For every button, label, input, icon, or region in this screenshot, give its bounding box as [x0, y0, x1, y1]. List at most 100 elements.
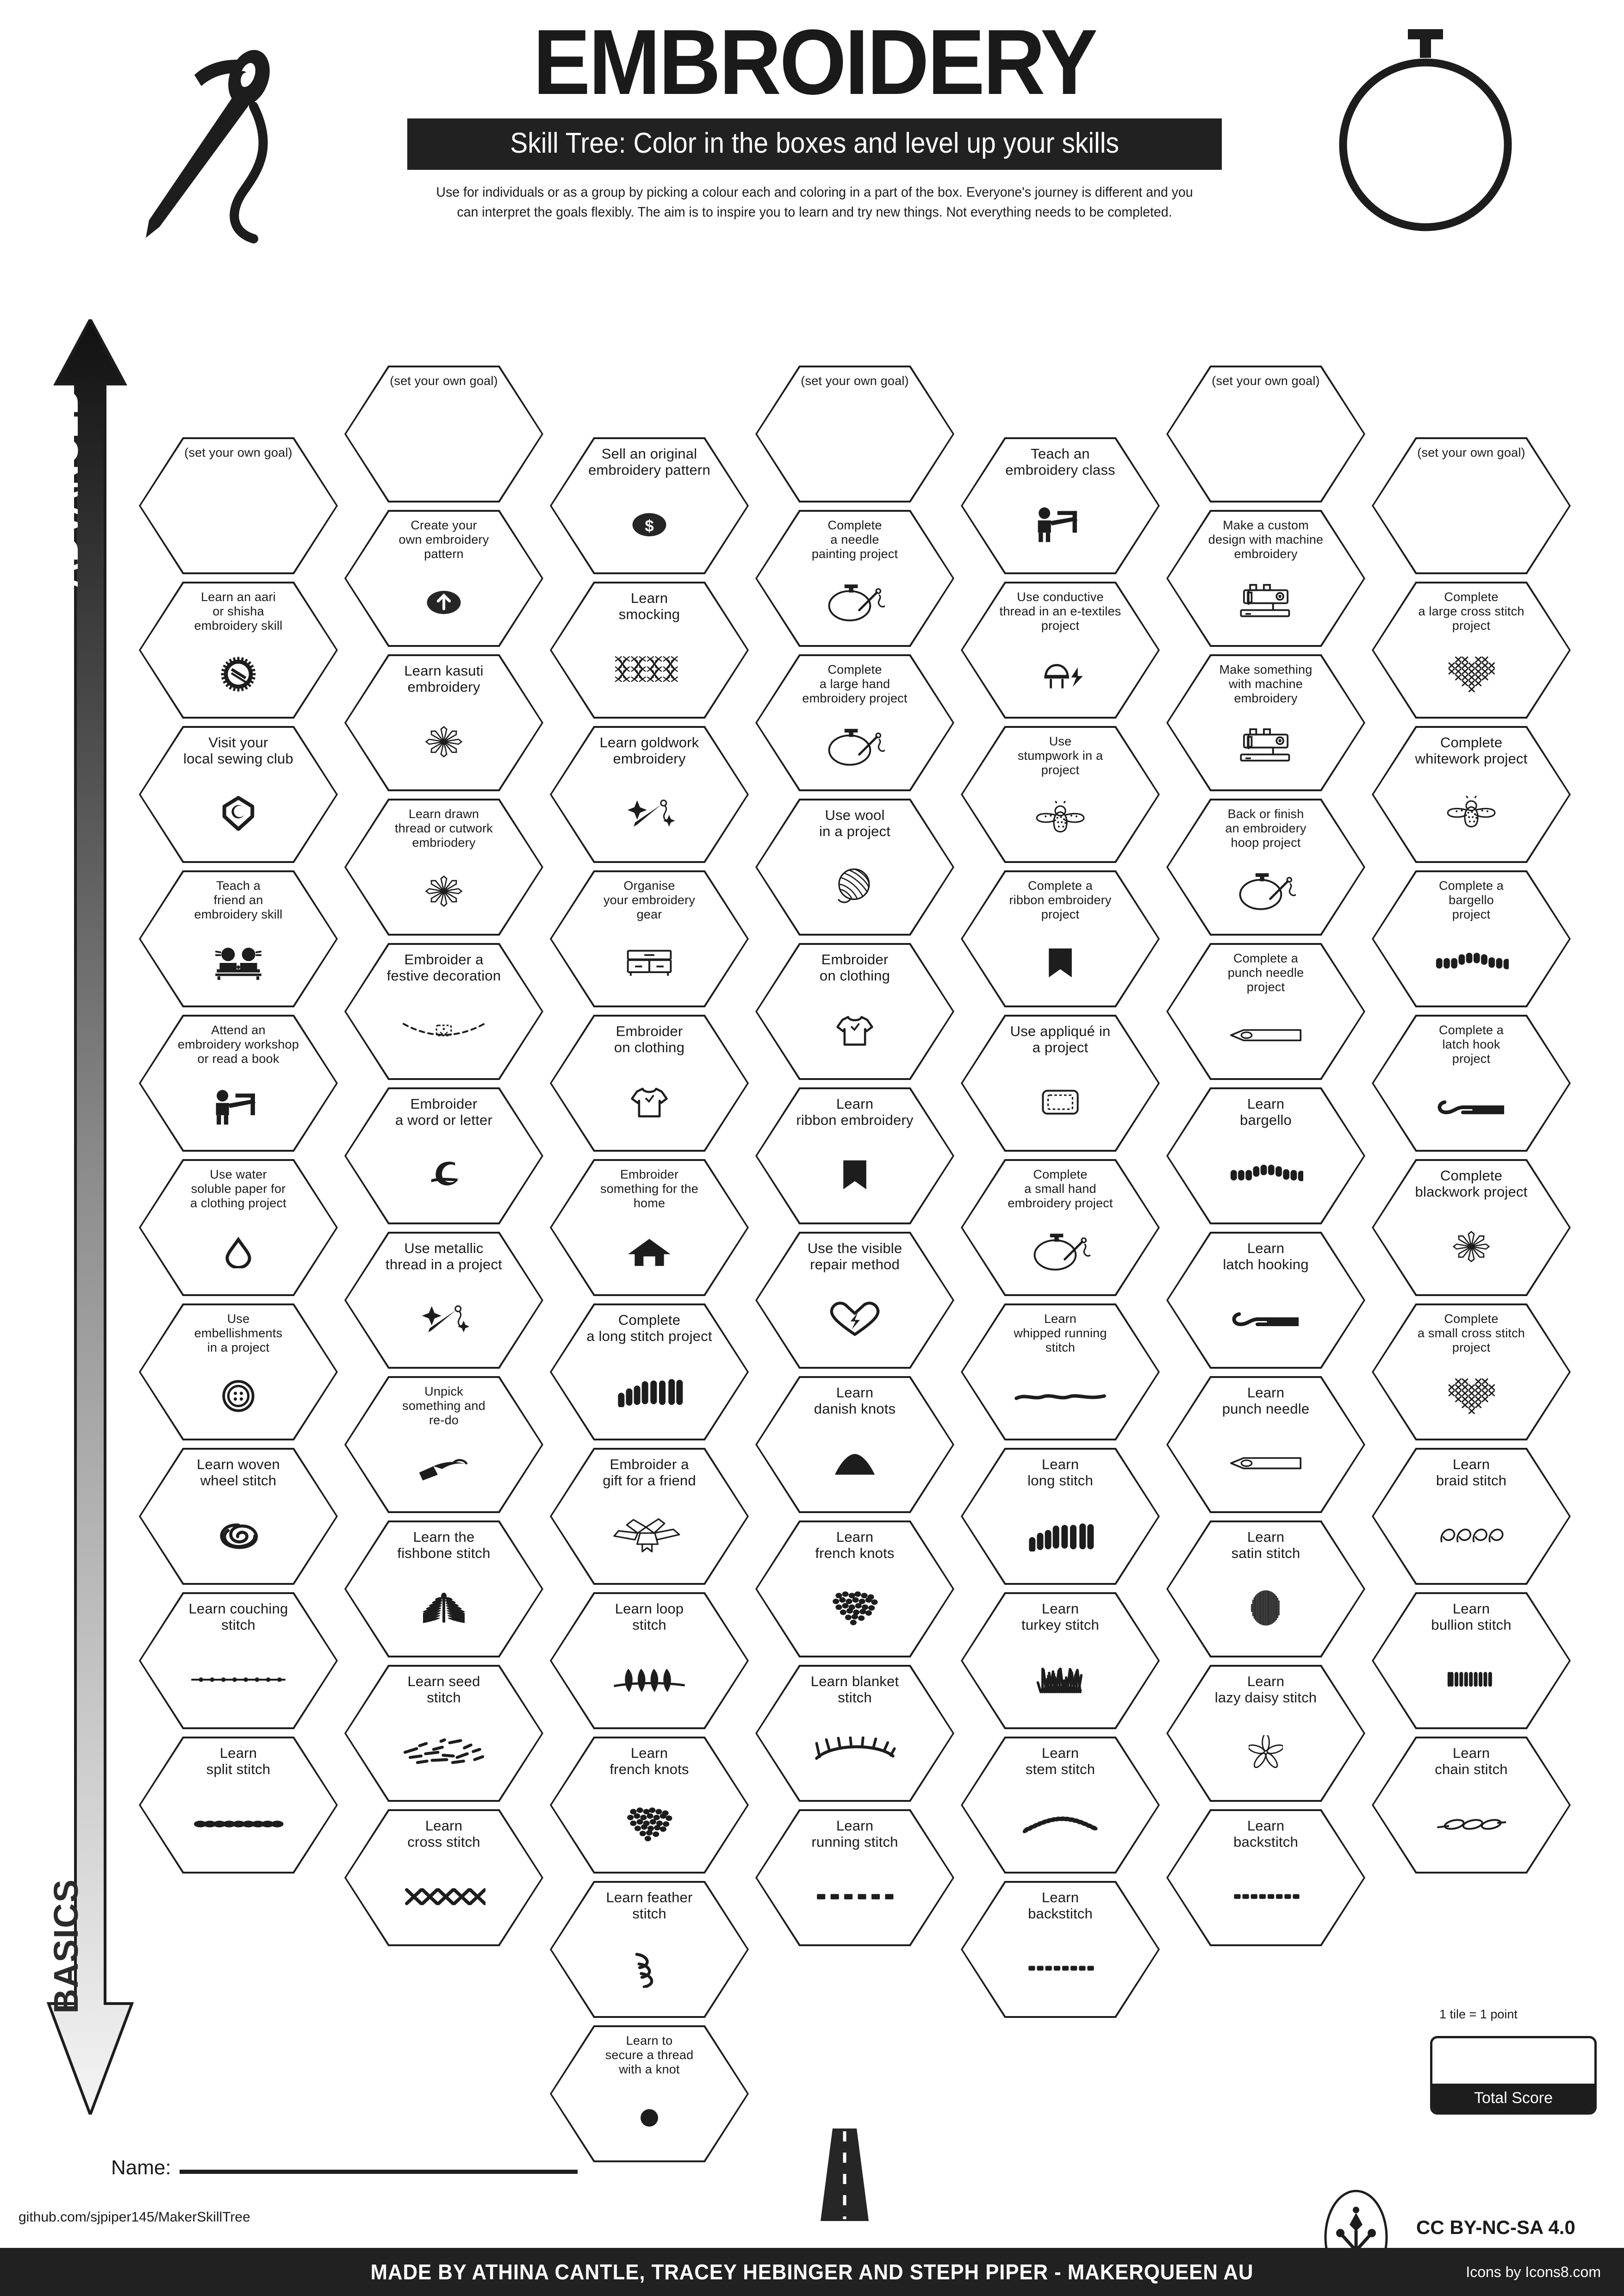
skill-tile[interactable]: Use water soluble paper for a clothing pro… — [139, 1159, 338, 1296]
skill-tile[interactable]: Learn punch needle — [1166, 1376, 1365, 1513]
skill-tile[interactable]: Learn kasuti embroidery — [344, 654, 543, 791]
danish-knot-icon — [773, 1420, 937, 1508]
skill-tile-label: (set your own goal) — [184, 446, 292, 459]
skill-tile[interactable]: Learn couching stitch — [139, 1592, 338, 1729]
skill-tile[interactable]: Embroider a gift for a friend — [550, 1448, 749, 1585]
skill-tile[interactable]: Learn woven wheel stitch — [139, 1448, 338, 1585]
skill-tile[interactable]: Complete a ribbon embroidery project — [961, 870, 1160, 1007]
skill-tile[interactable]: Learn chain stitch — [1372, 1737, 1571, 1874]
skill-tile-label: Complete a long stitch project — [586, 1312, 712, 1345]
skill-tile[interactable]: Learn french knots — [550, 1737, 749, 1874]
skill-tile[interactable]: Complete a small cross stitch project — [1372, 1303, 1571, 1440]
skill-tile[interactable]: (set your own goal) — [1372, 437, 1571, 574]
skill-tile[interactable]: Learn danish knots — [755, 1376, 954, 1513]
skill-tile[interactable]: Teach a friend an embroidery skill — [139, 870, 338, 1007]
skill-tile[interactable]: Learn backstitch — [1166, 1809, 1365, 1946]
skill-tile[interactable]: Make something with machine embroidery — [1166, 654, 1365, 791]
skill-tile-label: Learn whipped running stitch — [1014, 1312, 1107, 1354]
skill-tile[interactable]: (set your own goal) — [1166, 366, 1365, 503]
skill-tile-label: Learn turkey stitch — [1021, 1601, 1099, 1633]
skill-tile[interactable]: Learn lazy daisy stitch — [1166, 1665, 1365, 1802]
skill-tile[interactable]: Complete a small hand embroidery project — [961, 1159, 1160, 1296]
couching-line-icon — [156, 1636, 320, 1724]
skill-tile[interactable]: Learn feather stitch — [550, 1881, 749, 2018]
skill-tile[interactable]: Use appliqué in a project — [961, 1015, 1160, 1152]
skill-tile-inner: Complete a small hand embroidery project — [963, 1161, 1158, 1294]
skill-tile-inner: Learn stem stitch — [963, 1738, 1158, 1872]
skill-tile[interactable]: Use stumpwork in a project — [961, 726, 1160, 863]
skill-tile[interactable]: Learn french knots — [755, 1520, 954, 1657]
skill-tile-inner: Complete a punch needle project — [1168, 945, 1363, 1078]
skill-tile[interactable]: Attend an embroidery workshop or read a bo… — [139, 1015, 338, 1152]
skill-tile[interactable]: Learn satin stitch — [1166, 1520, 1365, 1657]
license-label: CC BY-NC-SA 4.0 — [1416, 2216, 1575, 2238]
name-field-row[interactable]: Name: — [111, 2156, 578, 2179]
skill-tile[interactable]: Complete a latch hook project — [1372, 1015, 1571, 1152]
skill-tile[interactable]: Complete blackwork project — [1372, 1159, 1571, 1296]
long-stitch-bars-icon — [978, 1492, 1142, 1579]
name-input-line[interactable] — [179, 2170, 578, 2174]
skill-tile[interactable]: Teach an embroidery class — [961, 437, 1160, 574]
skill-tile[interactable]: Learn turkey stitch — [961, 1592, 1160, 1729]
skill-tile-label: (set your own goal) — [1212, 374, 1320, 388]
skill-tile[interactable]: Learn blanket stitch — [755, 1665, 954, 1802]
footer-credit: MADE BY ATHINA CANTLE, TRACEY HEBINGER A… — [370, 2260, 1254, 2284]
skill-tile[interactable]: Learn running stitch — [755, 1809, 954, 1946]
skill-tile[interactable]: Visit your local sewing club — [139, 726, 338, 863]
total-score-box[interactable]: Total Score — [1430, 2036, 1597, 2115]
skill-tile[interactable]: Organise your embroidery gear — [550, 870, 749, 1007]
skill-tile[interactable]: Learn whipped running stitch — [961, 1303, 1160, 1440]
seed-scatter-icon — [362, 1709, 526, 1796]
skill-tile[interactable]: Make a custom design with machine embroide… — [1166, 510, 1365, 647]
skill-tile[interactable]: Complete a long stitch project — [550, 1303, 749, 1440]
skill-tile[interactable]: Complete a large hand embroidery project — [755, 654, 954, 791]
skill-tile[interactable]: Learn to secure a thread with a knot — [550, 2025, 749, 2162]
skill-tile[interactable]: Learn braid stitch — [1372, 1448, 1571, 1585]
skill-tile[interactable]: (set your own goal) — [139, 437, 338, 574]
skill-tile[interactable]: Sell an original embroidery pattern $ — [550, 437, 749, 574]
skill-tile[interactable]: Complete a needle painting project — [755, 510, 954, 647]
skill-tile[interactable]: Back or finish an embroidery hoop project — [1166, 799, 1365, 936]
skill-tile[interactable]: Learn the fishbone stitch — [344, 1520, 543, 1657]
skill-tile[interactable]: Complete a large cross stitch project — [1372, 582, 1571, 719]
skill-tile[interactable]: Learn latch hooking — [1166, 1232, 1365, 1369]
skill-tile[interactable]: (set your own goal) — [344, 366, 543, 503]
skill-tile[interactable]: Embroider a festive decoration — [344, 943, 543, 1080]
skill-tile-inner: Learn french knots — [552, 1738, 747, 1872]
skill-tile-inner: Complete a needle painting project — [757, 512, 952, 645]
skill-tile[interactable]: Complete a bargello project — [1372, 870, 1571, 1007]
skill-tile[interactable]: Learn bargello — [1166, 1087, 1365, 1224]
skill-tile[interactable]: Learn an aari or shisha embroidery skill — [139, 582, 338, 719]
skill-tile-label: Learn an aari or shisha embroidery skill — [194, 590, 283, 633]
skill-tile[interactable]: Use wool in a project — [755, 799, 954, 936]
up-arrow-circle-icon — [362, 564, 526, 641]
skill-tile[interactable]: Use the visible repair method — [755, 1232, 954, 1369]
skill-tile[interactable]: Embroider on clothing — [550, 1015, 749, 1152]
skill-tile[interactable]: Use conductive thread in an e-textiles pro… — [961, 582, 1160, 719]
skill-tile-inner: Learn backstitch — [963, 1883, 1158, 2016]
skill-tile[interactable]: Learn drawn thread or cutwork embriodery — [344, 799, 543, 936]
skill-tile[interactable]: Unpick something and re-do — [344, 1376, 543, 1513]
skill-tile[interactable]: Learn long stitch — [961, 1448, 1160, 1585]
skill-tile[interactable]: Use embellishments in a project — [139, 1303, 338, 1440]
skill-tile[interactable]: (set your own goal) — [755, 366, 954, 503]
skill-tile[interactable]: Learn goldwork embroidery — [550, 726, 749, 863]
skill-tile[interactable]: Embroider a word or letter — [344, 1087, 543, 1224]
github-url[interactable]: github.com/sjpiper145/MakerSkillTree — [19, 2209, 250, 2225]
skill-tile[interactable]: Embroider on clothing — [755, 943, 954, 1080]
skill-tile[interactable]: Embroider something for the home — [550, 1159, 749, 1296]
skill-tile[interactable]: Learn smocking — [550, 582, 749, 719]
skill-tile-inner: Learn to secure a thread with a knot — [552, 2027, 747, 2160]
skill-tile[interactable]: Learn seed stitch — [344, 1665, 543, 1802]
skill-tile[interactable]: Learn loop stitch — [550, 1592, 749, 1729]
skill-tile[interactable]: Learn backstitch — [961, 1881, 1160, 2018]
skill-tile[interactable]: Use metallic thread in a project — [344, 1232, 543, 1369]
skill-tile[interactable]: Learn bullion stitch — [1372, 1592, 1571, 1729]
skill-tile[interactable]: Create your own embroidery pattern — [344, 510, 543, 647]
skill-tile[interactable]: Learn stem stitch — [961, 1737, 1160, 1874]
skill-tile[interactable]: Learn split stitch — [139, 1737, 338, 1874]
skill-tile[interactable]: Learn ribbon embroidery — [755, 1087, 954, 1224]
skill-tile[interactable]: Complete a punch needle project — [1166, 943, 1365, 1080]
skill-tile[interactable]: Learn cross stitch — [344, 1809, 543, 1946]
skill-tile[interactable]: Complete whitework project — [1372, 726, 1571, 863]
